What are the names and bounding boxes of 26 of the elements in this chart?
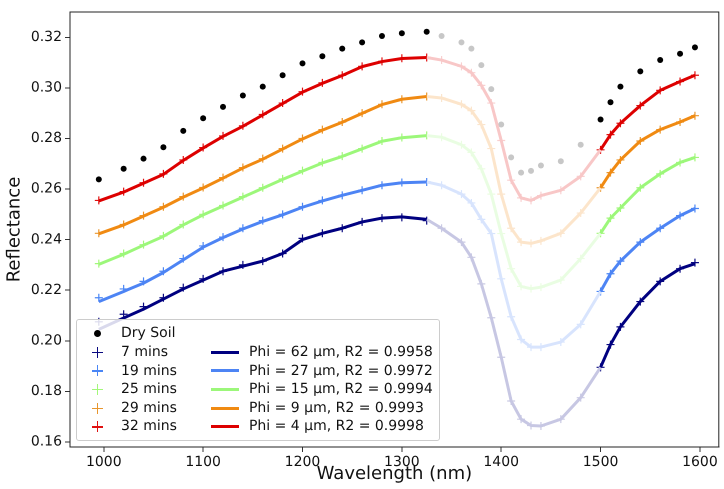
x-tick-label: 1100 — [185, 454, 221, 470]
legend-label: 32 mins — [121, 417, 178, 436]
x-tick-label: 1000 — [86, 454, 122, 470]
y-tick-label: 0.18 — [30, 383, 62, 399]
y-tick-label: 0.16 — [30, 434, 62, 450]
legend-label: Phi = 4 µm, R2 = 0.9998 — [248, 417, 425, 436]
y-tick-label: 0.28 — [30, 130, 62, 146]
legend-label: Phi = 62 µm, R2 = 0.9958 — [248, 343, 433, 362]
legend-label: Phi = 15 µm, R2 = 0.9994 — [248, 380, 433, 399]
legend-label: Phi = 9 µm, R2 = 0.9993 — [248, 398, 425, 418]
legend-label: 25 mins — [121, 380, 178, 399]
y-tick-label: 0.22 — [30, 282, 62, 298]
legend-label: 19 mins — [121, 362, 178, 380]
legend-label: Dry Soil — [121, 324, 177, 344]
legend-label: 7 mins — [121, 343, 170, 362]
y-tick-label: 0.20 — [30, 332, 62, 348]
legend-label: Phi = 27 µm, R2 = 0.9972 — [248, 362, 433, 380]
x-tick-label: 1600 — [682, 454, 718, 470]
y-tick-label: 0.24 — [30, 231, 62, 248]
y-tick-label: 0.30 — [30, 80, 62, 96]
y-tick-label: 0.26 — [30, 180, 62, 197]
legend-label: 29 mins — [121, 398, 178, 418]
y-tick-label: 0.32 — [30, 28, 62, 45]
y-axis-title: Reflectance — [3, 176, 24, 282]
x-tick-label: 1400 — [483, 454, 520, 470]
x-tick-label: 1500 — [582, 454, 618, 470]
